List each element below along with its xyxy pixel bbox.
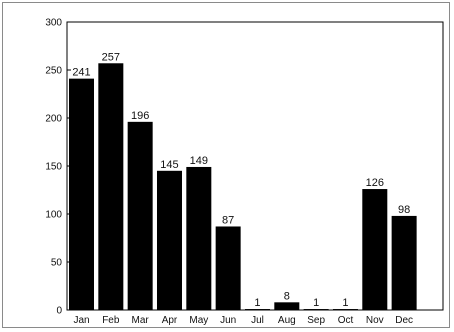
bar-feb xyxy=(98,63,124,310)
x-tick-label-may: May xyxy=(189,315,208,326)
x-tick-label-jun: Jun xyxy=(220,315,236,326)
data-label-dec: 98 xyxy=(398,204,410,216)
x-tick-label-oct: Oct xyxy=(338,315,354,326)
data-label-nov: 126 xyxy=(366,177,384,189)
x-tick-label-nov: Nov xyxy=(366,315,384,326)
data-label-mar: 196 xyxy=(131,110,149,122)
y-tick-label-6: 300 xyxy=(45,18,62,29)
y-tick-label-2: 100 xyxy=(45,210,62,221)
bars: 241 257 196 145 149 87 1 8 1 1 126 98 xyxy=(69,51,417,310)
bar-may xyxy=(186,166,212,310)
data-label-oct: 1 xyxy=(342,297,348,309)
data-label-apr: 145 xyxy=(160,159,178,171)
bar-apr xyxy=(156,170,182,310)
bar-dec xyxy=(391,215,417,310)
data-label-may: 149 xyxy=(190,155,208,167)
data-label-feb: 257 xyxy=(102,51,120,63)
bar-sep xyxy=(303,309,329,310)
data-label-jun: 87 xyxy=(222,214,234,226)
data-label-jan: 241 xyxy=(72,67,90,79)
data-label-aug: 8 xyxy=(284,290,290,302)
bar-aug xyxy=(274,302,300,310)
y-tick-label-5: 250 xyxy=(45,66,62,77)
x-tick-label-dec: Dec xyxy=(395,315,413,326)
bar-mar xyxy=(127,121,153,310)
plot-area: 0 50 100 150 200 250 300 241 257 196 145 149 87 1 8 1 1… xyxy=(45,18,444,326)
x-tick-label-jan: Jan xyxy=(73,315,89,326)
y-axis: 0 50 100 150 200 250 300 xyxy=(45,18,71,317)
bar-jul xyxy=(244,309,270,310)
y-tick-label-1: 50 xyxy=(51,258,63,269)
x-tick-label-jul: Jul xyxy=(251,315,264,326)
bar-oct xyxy=(332,309,358,310)
x-tick-label-sep: Sep xyxy=(307,315,325,326)
data-label-jul: 1 xyxy=(254,297,260,309)
bar-chart: 0 50 100 150 200 250 300 241 257 196 145 149 87 1 8 1 1… xyxy=(45,18,444,326)
data-label-sep: 1 xyxy=(313,297,319,309)
x-tick-label-apr: Apr xyxy=(162,315,178,326)
y-tick-label-0: 0 xyxy=(56,306,62,317)
bar-jan xyxy=(69,78,94,310)
bar-jun xyxy=(215,226,241,310)
chart-frame: 0 50 100 150 200 250 300 241 257 196 145 149 87 1 8 1 1… xyxy=(2,2,450,328)
x-tick-label-aug: Aug xyxy=(278,315,296,326)
x-tick-label-mar: Mar xyxy=(132,315,150,326)
x-axis: Jan Feb Mar Apr May Jun Jul Aug Sep Oct Nov Dec xyxy=(73,315,413,326)
bar-nov xyxy=(362,189,388,310)
y-tick-label-3: 150 xyxy=(45,162,62,173)
y-tick-label-4: 200 xyxy=(45,114,62,125)
x-tick-label-feb: Feb xyxy=(102,315,120,326)
